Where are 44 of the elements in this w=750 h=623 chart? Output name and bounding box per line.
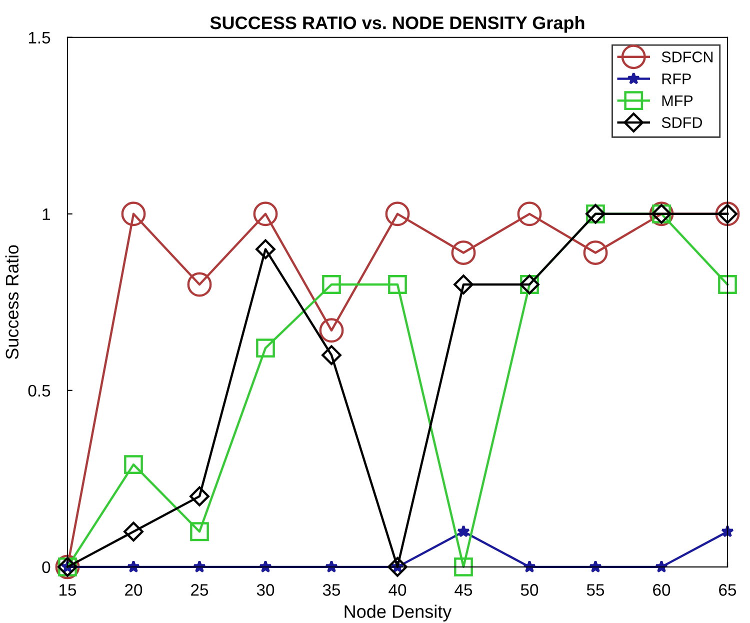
chart-title: SUCCESS RATIO vs. NODE DENSITY Graph (210, 16, 584, 33)
point (454, 274, 474, 294)
point (388, 556, 408, 577)
point (451, 240, 476, 265)
point (517, 202, 542, 226)
x-tick-label: 40 (388, 584, 406, 596)
x-tick-label: 60 (653, 584, 670, 596)
y-tick-label: 1.5 (28, 32, 50, 44)
legend-label: SDFCN (662, 52, 713, 62)
point (124, 455, 143, 474)
point (187, 272, 212, 297)
legend-label: SDFD (662, 117, 702, 128)
y-axis-title: Success Ratio (5, 245, 19, 360)
legend-label: MFP (662, 95, 693, 106)
point (454, 557, 473, 576)
point (121, 202, 146, 226)
point (124, 522, 144, 542)
point (583, 240, 608, 265)
point (319, 318, 344, 343)
point (718, 275, 737, 294)
y-tick-label: 0 (42, 561, 50, 574)
x-tick-label: 30 (256, 584, 274, 596)
point (190, 486, 210, 506)
point (253, 202, 278, 226)
point (385, 202, 410, 226)
point (322, 275, 341, 294)
point (256, 338, 275, 358)
point (256, 239, 276, 260)
x-tick-label: 20 (125, 584, 142, 596)
x-tick-label: 55 (586, 584, 604, 596)
x-tick-label: 25 (191, 584, 208, 596)
point (388, 275, 407, 294)
x-tick-label: 35 (322, 584, 340, 596)
point (322, 345, 342, 366)
x-tick-label: 15 (60, 584, 76, 596)
point (190, 522, 209, 542)
x-tick-label: 50 (520, 584, 538, 596)
y-tick-label: 0.5 (28, 384, 50, 397)
x-tick-label: 65 (719, 584, 736, 596)
legend-label: RFP (662, 74, 691, 84)
x-axis-title: Node Density (344, 604, 452, 622)
x-tick-label: 45 (454, 584, 472, 596)
y-tick-label: 1 (42, 208, 50, 220)
point (457, 524, 470, 538)
